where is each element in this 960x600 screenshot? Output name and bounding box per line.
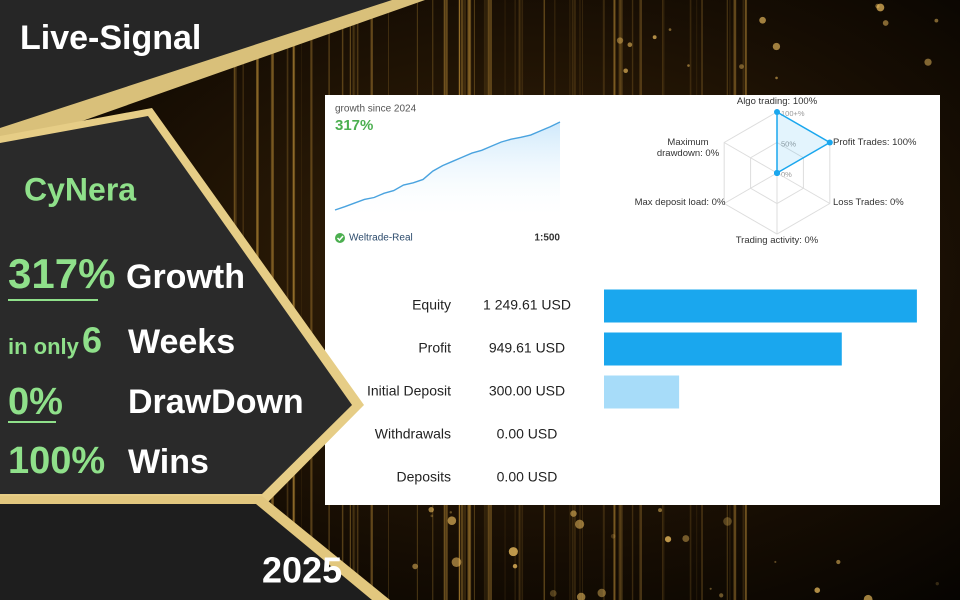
bokeh — [863, 594, 873, 600]
bokeh — [924, 58, 932, 66]
bokeh — [430, 514, 434, 518]
bokeh — [597, 588, 606, 598]
bar-category: Initial Deposit — [367, 383, 451, 399]
bokeh — [814, 587, 821, 593]
bokeh — [652, 35, 657, 40]
growth-card: growth since 2024 317% Weltrade-Real 1:5… — [334, 104, 561, 244]
growth-value: 317% — [335, 117, 373, 134]
bokeh — [668, 28, 672, 31]
bar-value-label: 0.00 USD — [497, 469, 558, 485]
radar-axis-label: Algo trading: 100% — [736, 96, 818, 107]
bokeh — [627, 42, 633, 48]
bokeh — [709, 587, 712, 590]
bar-category: Deposits — [397, 469, 451, 485]
stat-label: DrawDown — [128, 383, 304, 421]
bokeh — [836, 559, 841, 565]
radar-spoke — [776, 172, 831, 204]
bar — [604, 332, 842, 366]
bar-value-label: 1 249.61 USD — [483, 297, 571, 313]
bokeh — [508, 547, 518, 557]
year: 2025 — [262, 550, 342, 591]
bokeh — [575, 519, 585, 529]
radar-point — [826, 139, 833, 146]
verified-check — [336, 235, 344, 242]
bar-value-label: 300.00 USD — [489, 383, 565, 399]
stat-value: 6 — [82, 320, 102, 361]
stat-value: 317% — [8, 250, 115, 297]
bokeh — [549, 589, 557, 597]
bokeh — [739, 64, 744, 69]
radar-spoke — [723, 172, 778, 204]
bokeh — [610, 533, 616, 539]
radar-spoke — [723, 142, 778, 174]
radar-axis-label: Loss Trades: 0% — [833, 197, 904, 208]
radar-point — [774, 109, 780, 115]
radar-ring-label: 0% — [781, 170, 792, 179]
bokeh — [447, 516, 457, 526]
bokeh — [882, 20, 889, 26]
bokeh — [687, 64, 690, 67]
radar-point — [774, 170, 780, 176]
radar-axis-label: Max deposit load: 0% — [634, 197, 726, 208]
radar-axis-label: Profit Trades: 100% — [833, 137, 917, 148]
bokeh — [682, 535, 690, 542]
stat-label: Weeks — [128, 323, 235, 361]
bokeh — [449, 511, 453, 514]
top-panel — [0, 0, 392, 128]
radar-axis-label: Trading activity: 0% — [735, 235, 819, 246]
bokeh — [664, 536, 672, 543]
broker: Weltrade-Real — [349, 233, 413, 244]
bar-category: Withdrawals — [375, 426, 451, 442]
left-panel — [0, 116, 352, 494]
growth-caption: growth since 2024 — [335, 104, 417, 115]
bar — [604, 289, 917, 323]
bokeh — [935, 581, 939, 586]
streak — [310, 0, 313, 600]
bokeh — [719, 593, 724, 598]
radar-ring-label: 50% — [781, 139, 796, 148]
growth-line — [334, 121, 561, 211]
stat-label: Wins — [128, 443, 209, 481]
radar-area — [776, 110, 832, 175]
radar-ring-label: 100+% — [781, 109, 805, 118]
verified-icon — [335, 233, 345, 243]
bar-value-label: 949.61 USD — [489, 340, 565, 356]
bokeh — [934, 18, 939, 23]
streak — [301, 0, 303, 600]
bokeh — [451, 557, 462, 568]
stat-value: 100% — [8, 440, 105, 482]
bar-category: Equity — [412, 297, 451, 313]
bar-chart: Equity 1 249.61 USD Profit 949.61 USD Initia… — [367, 289, 917, 485]
radar-axis-label: Maximum drawdown: 0% — [656, 137, 720, 159]
bokeh — [658, 508, 663, 513]
bokeh — [774, 560, 777, 563]
bokeh — [570, 510, 577, 517]
bar — [604, 375, 680, 409]
bokeh — [623, 68, 628, 74]
bottom-panel — [0, 504, 372, 600]
stat-prefix: in only — [8, 334, 80, 359]
bokeh — [412, 563, 418, 570]
bar-category: Profit — [418, 340, 451, 356]
bokeh — [576, 592, 586, 600]
bokeh — [759, 16, 766, 24]
bar-value-label: 0.00 USD — [497, 426, 558, 442]
bokeh — [428, 506, 434, 513]
streak — [292, 0, 296, 600]
bokeh — [775, 76, 778, 80]
bokeh — [723, 517, 732, 526]
bokeh — [616, 37, 624, 44]
streak — [292, 0, 295, 600]
bokeh — [772, 42, 781, 51]
stat-value: 0% — [8, 381, 63, 423]
bokeh — [876, 3, 885, 12]
leverage: 1:500 — [534, 233, 560, 244]
bokeh — [512, 563, 518, 569]
radar-chart: 100+% 50% 0% — [723, 109, 833, 235]
name: CyNera — [24, 171, 136, 207]
stat-label: Growth — [126, 258, 245, 296]
title: Live-Signal — [20, 19, 201, 57]
